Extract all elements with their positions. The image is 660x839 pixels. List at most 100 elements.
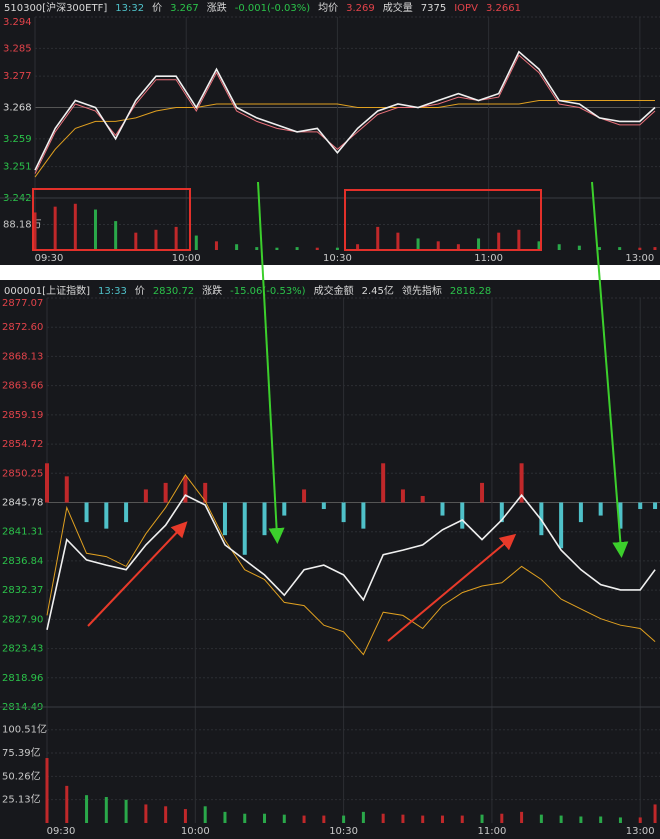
y-tick-label: 2863.66: [2, 381, 43, 392]
volume-bar: [618, 817, 622, 823]
y-tick-label: 2836.84: [2, 556, 43, 567]
y-tick-label: 2832.37: [2, 585, 43, 596]
volume-bar: [223, 811, 227, 823]
volume-bar: [93, 209, 97, 250]
header-item: 涨跌: [207, 1, 227, 14]
volume-bar: [598, 247, 602, 250]
volume-bar: [653, 247, 657, 250]
x-tick-label: 10:00: [172, 253, 201, 264]
x-tick-label: 09:30: [35, 253, 64, 264]
indicator-bar: [460, 502, 465, 529]
y-tick-label: 2859.19: [2, 410, 43, 421]
volume-bar: [376, 226, 380, 250]
volume-bar: [520, 811, 524, 823]
volume-bar: [33, 212, 37, 250]
x-tick-label: 09:30: [47, 826, 76, 837]
volume-bar: [416, 238, 420, 250]
y-tick-label: 3.251: [3, 162, 32, 173]
volume-bar: [579, 816, 583, 823]
bottom-panel-bg: [0, 280, 660, 839]
volume-bar: [65, 785, 69, 823]
volume-bar: [537, 241, 541, 250]
arrow: [387, 533, 517, 642]
volume-bar: [401, 814, 405, 823]
header-item: 2830.72: [153, 286, 194, 297]
y-tick-label: 2841.31: [2, 527, 43, 538]
y-tick-label: 2868.13: [2, 351, 43, 362]
header-item: IOPV: [454, 3, 478, 14]
x-tick-label: 13:00: [626, 826, 655, 837]
indicator-bar: [242, 502, 247, 555]
volume-bar: [342, 815, 346, 823]
indicator-bar: [64, 476, 69, 503]
x-tick-label: 10:30: [323, 253, 352, 264]
header-item: 13:33: [98, 286, 127, 297]
indicator-bar: [400, 489, 405, 503]
volume-bar: [638, 817, 642, 823]
volume-bar: [73, 203, 77, 250]
volume-bar: [243, 813, 247, 823]
y-tick-label: 2818.96: [2, 673, 43, 684]
y-tick-label: 2823.43: [2, 644, 43, 655]
volume-bar: [456, 244, 460, 250]
arrow: [87, 521, 188, 627]
indicator-bar: [618, 502, 623, 529]
y-tick-label: 3.277: [3, 71, 32, 82]
header-item: 510300[沪深300ETF]: [4, 1, 107, 14]
volume-bar: [144, 804, 148, 823]
x-tick-label: 11:00: [474, 253, 503, 264]
indicator-bar: [578, 502, 583, 523]
indicator-bar: [638, 502, 643, 510]
indicator-bar: [45, 463, 49, 503]
volume-tick-label: 88.18万: [3, 220, 42, 231]
y-tick-label: 3.268: [3, 103, 32, 114]
volume-bar: [559, 815, 563, 823]
indicator-bar: [302, 489, 307, 503]
header-item: 2818.28: [450, 286, 491, 297]
y-tick-label: 2877.07: [2, 298, 43, 309]
header-item: 成交金额: [314, 284, 354, 297]
volume-bar: [315, 247, 319, 250]
header-item: 3.267: [170, 3, 199, 14]
highlight-box: [32, 188, 191, 251]
y-tick-label: 3.285: [3, 43, 32, 54]
volume-bar: [302, 815, 306, 823]
volume-bar: [214, 241, 218, 250]
volume-tick-label: 50.26亿: [2, 769, 41, 782]
volume-bar: [517, 229, 521, 250]
header-item: 领先指标: [402, 284, 442, 297]
volume-bar: [104, 797, 108, 823]
annotations: [32, 181, 629, 642]
header-item: 13:32: [115, 3, 144, 14]
volume-bar: [45, 758, 49, 823]
volume-tick-label: 25.13亿: [2, 793, 41, 806]
highlight-box: [344, 189, 542, 251]
volume-bar: [53, 206, 57, 250]
header-item: 成交量: [383, 1, 413, 14]
x-tick-label: 13:00: [625, 253, 654, 264]
volume-bar: [436, 241, 440, 250]
indicator-bar: [222, 502, 227, 536]
header-item: 价: [152, 2, 162, 14]
volume-bar: [282, 814, 286, 823]
volume-bar: [618, 247, 622, 250]
y-tick-label: 2827.90: [2, 614, 43, 625]
price-line: [34, 100, 655, 178]
volume-bar: [356, 244, 360, 250]
volume-bar: [460, 815, 464, 823]
volume-bar: [263, 813, 267, 823]
y-tick-label: 3.294: [3, 17, 32, 28]
arrow: [257, 181, 285, 544]
indicator-bar: [440, 502, 445, 516]
volume-bar: [295, 247, 299, 250]
indicator-bar: [321, 502, 326, 510]
indicator-bar: [183, 476, 188, 503]
y-tick-label: 2872.60: [2, 322, 43, 333]
x-tick-label: 10:30: [329, 826, 358, 837]
volume-bar: [421, 815, 425, 823]
y-tick-label: 3.259: [3, 134, 32, 145]
indicator-bar: [262, 502, 267, 536]
indicator-bar: [598, 502, 603, 516]
